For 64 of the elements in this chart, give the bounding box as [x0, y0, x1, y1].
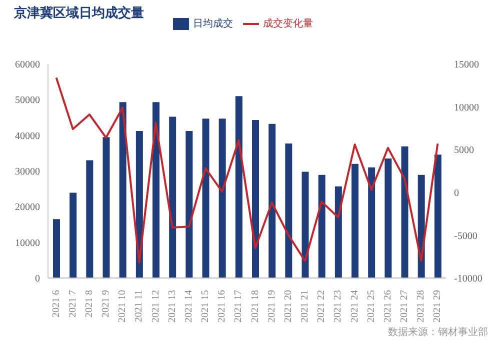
bar: [152, 102, 160, 278]
x-tick-label: 2021 10: [117, 290, 128, 322]
x-tick-label: 2021 20: [282, 290, 294, 322]
bar: [318, 174, 326, 278]
y2-tick-label: -5000: [454, 230, 478, 242]
bar: [169, 116, 176, 278]
chart-title: 京津冀区域日均成交量: [14, 4, 144, 22]
bar: [186, 131, 193, 278]
y2-tick-label: -10000: [454, 274, 482, 285]
x-tick-label: 2021 7: [67, 290, 78, 318]
bar: [384, 158, 392, 278]
x-tick-label: 2021 22: [316, 290, 328, 322]
y-tick-label: 60000: [15, 60, 40, 71]
bar: [252, 120, 259, 278]
x-tick-label: 2021 18: [250, 290, 261, 322]
x-tick-label: 2021 25: [366, 290, 377, 322]
x-tick-label: 2021 28: [416, 290, 427, 322]
bar: [368, 167, 376, 278]
y2-tick-label: 15000: [454, 60, 479, 71]
bar: [401, 146, 408, 278]
bar: [334, 186, 342, 278]
y-tick-label: 50000: [15, 95, 40, 106]
x-tick-label: 2021 19: [266, 290, 278, 322]
x-tick-label: 2021 23: [332, 290, 344, 322]
bar: [53, 219, 60, 278]
y-tick-label: 40000: [15, 130, 40, 142]
legend-label: 日均成交: [193, 18, 233, 30]
x-tick-label: 2021 13: [166, 290, 178, 322]
x-tick-label: 2021 8: [84, 290, 95, 318]
y-tick-label: 10000: [15, 238, 40, 249]
bar: [352, 164, 358, 278]
bar: [119, 102, 126, 278]
y-tick-label: 0: [35, 274, 40, 285]
x-tick-label: 2021 15: [200, 290, 212, 322]
x-tick-label: 2021 29: [432, 290, 444, 322]
x-tick-label: 2021 17: [233, 290, 244, 322]
x-tick-label: 2021 6: [50, 290, 62, 318]
bar: [102, 137, 110, 278]
x-tick-label: 2021 16: [216, 290, 228, 322]
x-tick-label: 2021 11: [134, 290, 145, 322]
x-tick-label: 2021 27: [399, 290, 410, 322]
x-tick-label: 2021 14: [183, 290, 194, 322]
bar: [202, 118, 210, 278]
y-tick-label: 20000: [15, 202, 40, 214]
y2-tick-label: 5000: [454, 145, 474, 156]
bar: [235, 96, 242, 278]
bar: [285, 144, 292, 278]
bar: [302, 172, 309, 278]
bar: [70, 192, 77, 278]
x-tick-label: 2021 9: [100, 290, 112, 318]
y2-tick-label: 0: [454, 188, 459, 199]
x-tick-label: 2021 12: [150, 290, 162, 322]
legend-label: 成交变化量: [263, 18, 313, 30]
bar: [86, 160, 94, 278]
line-series: [55, 76, 439, 264]
bar: [268, 124, 276, 278]
y2-tick-label: 10000: [454, 102, 479, 114]
bar: [434, 154, 442, 278]
y-tick-label: 30000: [15, 166, 40, 178]
x-tick-label: 2021 24: [349, 290, 360, 322]
x-tick-label: 2021 26: [382, 290, 394, 322]
bar: [218, 118, 226, 278]
source-note: 数据来源：钢材事业部: [388, 326, 488, 339]
x-tick-label: 2021 21: [300, 290, 311, 322]
